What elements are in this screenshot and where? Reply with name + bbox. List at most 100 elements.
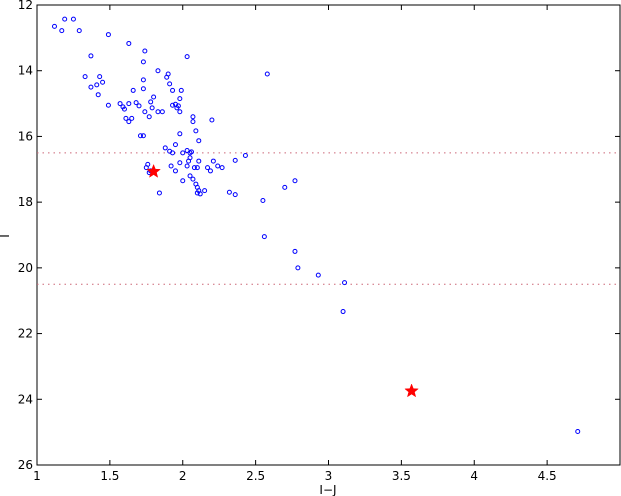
circle-marker <box>143 165 149 171</box>
circle-marker <box>123 115 129 121</box>
y-tick-label: 20 <box>18 261 33 275</box>
circle-marker <box>194 165 200 171</box>
circle-marker <box>62 16 68 22</box>
circle-marker <box>215 163 221 169</box>
circle-marker <box>342 280 348 286</box>
circle-marker <box>149 105 155 111</box>
y-tick-label: 26 <box>18 458 33 472</box>
circle-marker <box>142 109 148 115</box>
circle-marker <box>165 71 171 77</box>
x-tick-label: 1.5 <box>100 469 119 483</box>
circle-marker <box>51 23 57 29</box>
circle-marker <box>117 101 123 107</box>
circle-marker <box>146 114 152 120</box>
x-tick-label: 3 <box>325 469 333 483</box>
circle-marker <box>133 100 139 106</box>
circle-marker <box>70 16 76 22</box>
x-tick-label: 2 <box>179 469 187 483</box>
x-tick-label: 4.5 <box>538 469 557 483</box>
circle-marker <box>170 87 176 93</box>
circle-marker <box>136 103 142 109</box>
x-tick-label: 3.5 <box>392 469 411 483</box>
circle-marker <box>196 158 202 164</box>
y-tick-label: 18 <box>18 195 33 209</box>
circle-marker <box>178 87 184 93</box>
circle-marker <box>126 101 132 107</box>
circle-marker <box>292 178 298 184</box>
circle-marker <box>187 173 193 179</box>
circle-marker <box>340 309 346 315</box>
circle-marker <box>137 133 143 139</box>
circle-marker <box>130 87 136 93</box>
circle-marker <box>190 114 196 120</box>
circle-marker <box>156 190 162 196</box>
circle-marker <box>162 145 168 151</box>
circle-marker <box>140 133 146 139</box>
circle-marker <box>129 115 135 121</box>
x-tick-label: 4 <box>470 469 478 483</box>
circle-marker <box>126 40 132 46</box>
y-axis-label: I <box>0 234 12 238</box>
circle-marker <box>186 158 192 164</box>
circle-marker <box>210 158 216 164</box>
circle-marker <box>177 109 183 115</box>
circle-marker <box>59 28 65 34</box>
circle-marker <box>159 109 165 115</box>
circle-marker <box>170 150 176 156</box>
circle-marker <box>209 117 215 123</box>
x-tick-label: 1 <box>33 469 41 483</box>
circle-marker <box>140 59 146 65</box>
circle-marker <box>184 54 190 60</box>
circle-marker <box>177 96 183 102</box>
plot-area <box>36 4 621 466</box>
y-tick-label: 12 <box>18 0 33 12</box>
circle-marker <box>126 119 132 125</box>
star-marker <box>146 163 161 178</box>
circle-marker <box>232 192 238 198</box>
circle-marker <box>219 165 225 171</box>
circle-marker <box>140 77 146 83</box>
circle-marker <box>172 142 178 148</box>
circle-marker <box>100 79 106 85</box>
y-tick-label: 16 <box>18 129 33 143</box>
circle-marker <box>105 32 111 38</box>
threshold-lines <box>37 152 620 285</box>
y-tick-label: 24 <box>18 392 33 406</box>
circle-marker <box>261 234 267 240</box>
circle-marker <box>282 184 288 190</box>
circle-marker <box>575 428 581 434</box>
circle-marker <box>180 178 186 184</box>
circle-marker <box>232 157 238 163</box>
circle-marker <box>190 176 196 182</box>
circle-marker <box>193 128 199 134</box>
circle-marker <box>97 74 103 80</box>
circle-marker <box>292 248 298 254</box>
circle-marker <box>170 102 176 108</box>
circle-marker <box>315 272 321 278</box>
circle-marker <box>191 165 197 171</box>
y-axis-ticks: 12 14 16 18 20 22 24 26 <box>18 0 620 472</box>
circle-marker <box>197 191 203 197</box>
circle-marker <box>121 106 127 112</box>
x-axis-ticks: 1 1.5 2 2.5 3 3.5 4 4.5 <box>33 5 557 483</box>
data-points <box>51 16 581 434</box>
circle-marker <box>95 92 101 98</box>
circle-marker <box>167 81 173 87</box>
circle-marker <box>140 86 146 92</box>
circle-marker <box>88 84 94 90</box>
y-tick-label: 14 <box>18 64 33 78</box>
circle-marker <box>151 94 157 100</box>
circle-marker <box>76 28 82 34</box>
circle-marker <box>202 188 208 194</box>
circle-marker <box>94 82 100 88</box>
circle-marker <box>105 102 111 108</box>
circle-marker <box>207 168 213 174</box>
circle-marker <box>175 103 181 109</box>
circle-marker <box>142 48 148 54</box>
x-axis-label: I−J <box>319 483 336 496</box>
circle-marker <box>196 138 202 144</box>
circle-marker <box>205 165 211 171</box>
circle-marker <box>260 198 266 203</box>
x-tick-label: 2.5 <box>246 469 265 483</box>
